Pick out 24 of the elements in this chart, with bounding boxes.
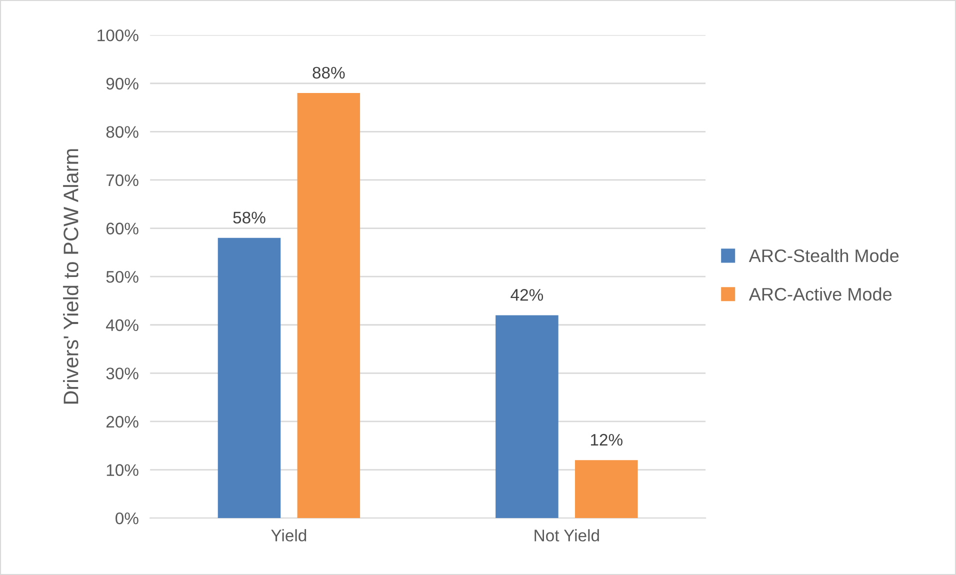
y-tick-label: 30%	[106, 368, 138, 380]
data-label: 42%	[510, 289, 544, 301]
legend-label: ARC-Active Mode	[748, 287, 892, 301]
y-tick-label: 20%	[106, 416, 138, 428]
legend-label: ARC-Stealth Mode	[748, 248, 899, 262]
y-tick-label: 60%	[106, 222, 138, 234]
x-tick-label: Not Yield	[534, 529, 599, 542]
bar	[218, 238, 281, 518]
y-tick-label: 90%	[106, 78, 138, 90]
data-label: 58%	[233, 212, 266, 224]
y-tick-label: 10%	[106, 464, 138, 476]
data-label: 88%	[312, 66, 345, 79]
y-tick-label: 40%	[106, 319, 138, 332]
y-tick-label: 80%	[106, 126, 138, 138]
bar	[575, 460, 638, 518]
y-axis-title: Drivers' Yield to PCW Alarm	[63, 149, 78, 404]
x-tick-label: Yield	[271, 529, 306, 542]
bar	[496, 315, 558, 518]
y-tick-label: 50%	[106, 270, 138, 283]
y-tick-label: 100%	[98, 29, 138, 42]
y-tick-label: 0%	[116, 512, 138, 524]
bar	[297, 93, 360, 518]
data-label: 12%	[590, 434, 622, 446]
y-tick-label: 70%	[106, 174, 138, 186]
